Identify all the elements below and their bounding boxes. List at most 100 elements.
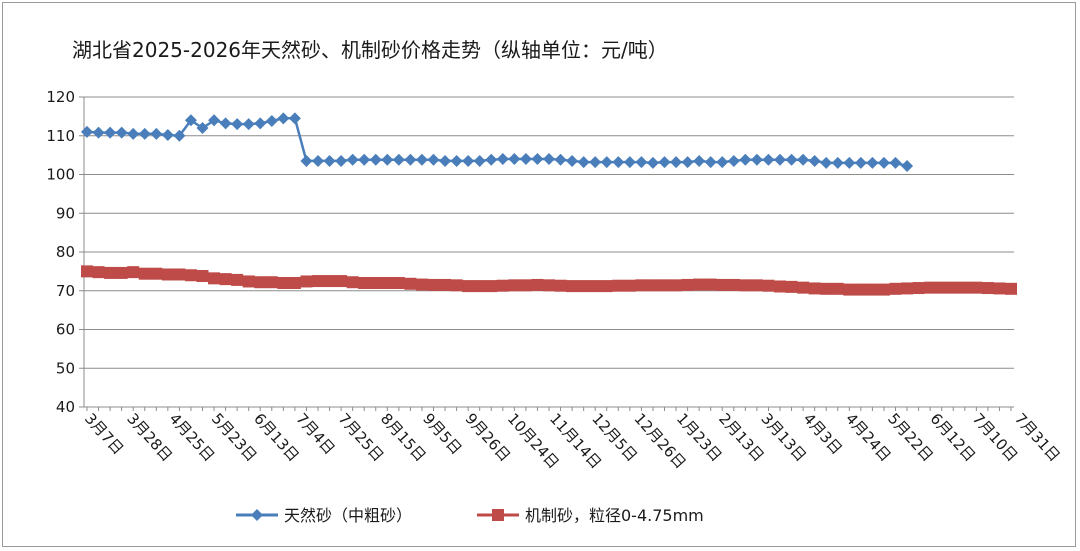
data-point-square — [277, 277, 290, 289]
data-point-square — [854, 283, 867, 296]
data-point-square — [820, 282, 833, 295]
data-point-square — [774, 280, 786, 293]
data-point-square — [727, 278, 740, 291]
data-point-diamond — [854, 156, 867, 169]
data-point-diamond — [808, 154, 821, 167]
x-tick-label: 5月22日 — [884, 410, 937, 466]
x-tick-label: 7月31日 — [1011, 410, 1064, 466]
data-point-square — [81, 265, 93, 278]
data-point-diamond — [161, 128, 174, 141]
data-point-square — [612, 279, 625, 292]
x-tick-label: 6月12日 — [926, 410, 979, 466]
data-point-diamond — [716, 156, 729, 169]
data-point-square — [138, 267, 151, 280]
data-point-square — [439, 278, 452, 291]
data-point-diamond — [242, 118, 255, 131]
data-point-square — [115, 266, 128, 279]
data-point-diamond — [473, 154, 486, 167]
data-point-diamond — [866, 156, 879, 169]
data-point-square — [762, 279, 775, 292]
data-point-diamond — [300, 154, 313, 167]
data-point-square — [473, 280, 486, 293]
data-point-square — [831, 282, 844, 295]
data-point-diamond — [404, 153, 417, 166]
data-point-square — [566, 280, 579, 293]
data-point-diamond — [658, 156, 671, 169]
data-point-square — [646, 279, 659, 292]
data-point-square — [288, 277, 301, 289]
data-point-diamond — [901, 159, 914, 172]
data-point-diamond — [219, 117, 232, 130]
data-point-diamond — [439, 154, 452, 167]
y-tick-labels: 40 50 60 70 80 90 100 110 120 — [46, 88, 75, 416]
x-tick-label: 6月13日 — [250, 410, 303, 466]
data-point-square — [543, 279, 555, 292]
x-tick-label: 3月7日 — [81, 410, 127, 459]
data-point-square — [415, 278, 428, 291]
data-point-square — [924, 281, 937, 294]
data-point-square — [254, 276, 267, 289]
y-tick-label: 120 — [46, 88, 75, 106]
data-point-diamond — [92, 126, 105, 139]
data-point-diamond — [508, 153, 521, 165]
y-tick-label: 40 — [56, 398, 75, 416]
data-point-square — [958, 281, 971, 294]
data-point-square — [184, 269, 197, 282]
data-point-square — [693, 278, 706, 291]
data-point-diamond — [681, 156, 694, 169]
data-point-diamond — [208, 114, 221, 127]
data-point-square — [716, 278, 729, 291]
data-point-square — [947, 281, 960, 294]
x-tick-labels: 3月7日3月28日4月25日5月23日6月13日7月4日7月25日8月15日9月… — [81, 410, 1064, 473]
data-point-square — [901, 282, 914, 295]
data-point-diamond — [335, 154, 348, 167]
y-tick-label: 110 — [46, 127, 75, 145]
data-point-square — [750, 279, 763, 292]
legend-label: 天然砂（中粗砂） — [284, 506, 412, 525]
data-point-diamond — [519, 153, 532, 165]
data-point-square — [161, 268, 174, 281]
data-point-square — [912, 282, 925, 295]
data-point-diamond — [358, 153, 371, 166]
data-point-diamond — [265, 115, 278, 128]
y-tick-label: 50 — [56, 359, 75, 377]
y-tick-label: 80 — [56, 243, 75, 261]
data-point-diamond — [693, 154, 706, 167]
gridlines — [84, 96, 1014, 408]
data-point-square — [369, 277, 382, 289]
data-point-diamond — [843, 156, 856, 169]
data-point-square — [589, 280, 602, 293]
data-point-square — [208, 272, 221, 285]
data-point-diamond — [797, 153, 810, 166]
data-point-square — [485, 280, 498, 293]
legend-marker-diamond — [251, 509, 263, 521]
data-point-diamond — [831, 156, 844, 169]
series-0 — [81, 112, 914, 172]
x-tick-label: 7月10日 — [969, 410, 1022, 466]
data-point-diamond — [127, 127, 140, 140]
data-point-diamond — [323, 154, 336, 167]
data-point-square — [381, 277, 394, 289]
data-point-square — [496, 279, 509, 292]
data-point-square — [173, 268, 186, 281]
data-point-diamond — [312, 154, 324, 167]
legend-marker-square — [492, 509, 504, 521]
data-point-square — [323, 275, 336, 288]
data-point-diamond — [543, 153, 555, 165]
data-point-diamond — [750, 153, 763, 166]
data-point-diamond — [877, 156, 890, 169]
data-point-diamond — [427, 153, 440, 166]
x-tick-label: 5月23日 — [208, 410, 261, 466]
data-point-diamond — [150, 127, 163, 140]
data-point-diamond — [485, 153, 498, 166]
data-point-square — [808, 282, 821, 295]
data-point-diamond — [81, 125, 93, 138]
data-point-diamond — [531, 153, 544, 165]
x-tick-label: 9月26日 — [461, 410, 514, 466]
data-point-diamond — [115, 126, 128, 139]
data-point-square — [797, 281, 810, 294]
data-point-diamond — [231, 118, 244, 131]
data-point-square — [981, 282, 994, 295]
data-point-diamond — [173, 129, 186, 142]
